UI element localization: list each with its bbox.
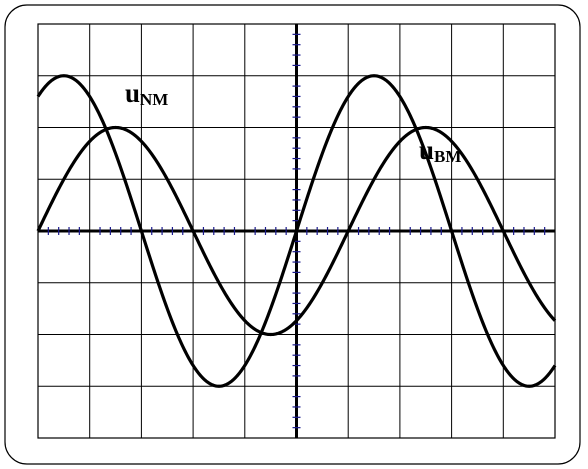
label-u-bm: uBM	[419, 135, 461, 166]
waveform-traces	[36, 74, 557, 388]
axis-minor-ticks	[47, 33, 546, 429]
trace-bm	[36, 125, 557, 337]
label-u-nm: uNM	[125, 78, 168, 109]
trace-nm	[36, 74, 557, 388]
